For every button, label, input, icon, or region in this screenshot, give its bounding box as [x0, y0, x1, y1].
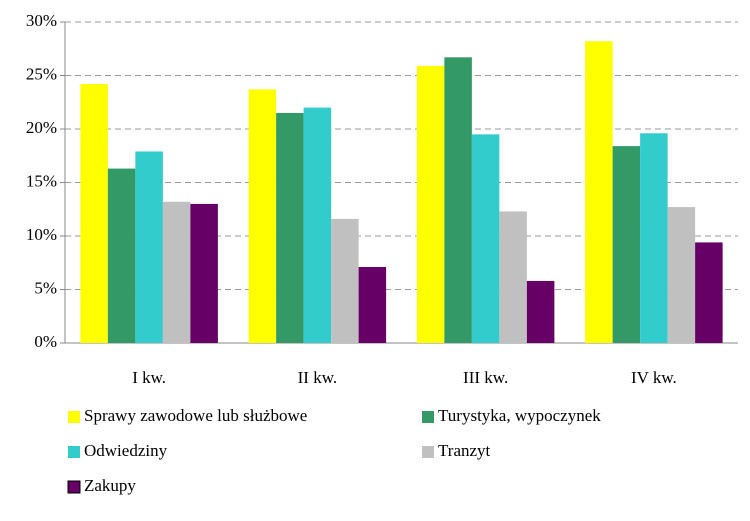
x-tick-label: III kw.: [463, 368, 508, 387]
legend-label: Zakupy: [84, 476, 136, 495]
bar: [526, 280, 555, 343]
legend-label: Sprawy zawodowe lub służbowe: [84, 406, 307, 425]
bar: [471, 134, 500, 343]
bar: [358, 267, 387, 343]
legend-swatch: [422, 446, 434, 458]
y-tick-label: 15%: [26, 171, 57, 190]
legend-swatch: [67, 480, 81, 494]
legend-swatch: [68, 446, 80, 458]
bar: [303, 107, 332, 343]
bar: [612, 146, 641, 343]
bar: [248, 89, 277, 343]
bar: [80, 84, 108, 343]
y-tick-label: 10%: [26, 225, 57, 244]
y-tick-label: 20%: [26, 118, 57, 137]
bar: [695, 242, 723, 343]
legend-label: Tranzyt: [438, 441, 491, 460]
x-tick-label: I kw.: [132, 368, 166, 387]
x-tick-label: II kw.: [298, 368, 338, 387]
y-tick-label: 0%: [34, 332, 57, 351]
bar: [162, 201, 191, 343]
legend-label: Odwiedziny: [84, 441, 168, 460]
legend-label: Turystyka, wypoczynek: [438, 406, 601, 425]
bar: [585, 41, 613, 343]
bar: [107, 168, 136, 343]
legend-swatch: [68, 411, 80, 423]
bar: [444, 57, 472, 344]
bar: [640, 133, 668, 343]
legend-swatch: [422, 411, 434, 423]
bar: [276, 112, 304, 343]
y-tick-label: 30%: [26, 11, 57, 30]
bar: [135, 151, 163, 343]
y-tick-label: 5%: [34, 278, 57, 297]
bar: [667, 207, 696, 343]
x-tick-label: IV kw.: [631, 368, 677, 387]
y-tick-label: 25%: [26, 64, 57, 83]
bar: [416, 65, 445, 344]
bar: [499, 211, 527, 343]
bar: [331, 218, 359, 343]
bar: [190, 203, 218, 343]
